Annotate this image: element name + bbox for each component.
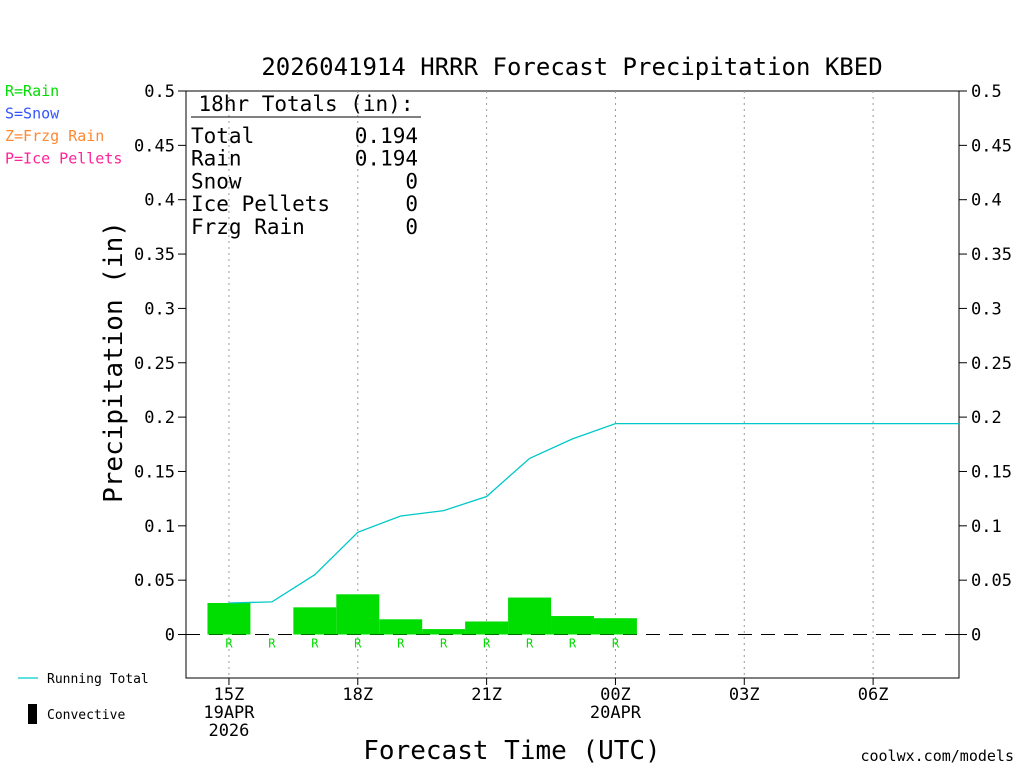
y-tick-label: 0.5 [144,82,175,102]
y-tick-label: 0 [165,626,175,646]
bottom-legend-label: Convective [47,708,125,723]
y-axis-right: 0 0.05 0.1 0.15 0.2 0.25 0.3 0.35 0.4 0.45 0.5 [959,82,1012,646]
precip-type-marker: R [225,637,233,651]
y-tick-label: 0.25 [134,354,175,374]
bottom-legend: Running Total Convective [18,672,149,724]
y-axis-label: Precipitation (in) [99,221,129,503]
totals-row-value: 0 [405,215,418,239]
totals-row-label: Ice Pellets [191,192,330,216]
type-legend-entry: Z=Frzg Rain [5,127,104,145]
y-axis-left: 0 0.05 0.1 0.15 0.2 0.25 0.3 0.35 0.4 0.45 0.5 [134,82,186,646]
precip-bar [293,607,337,635]
totals-row-label: Rain [191,147,242,171]
precip-type-marker: R [397,637,405,651]
y-tick-label-right: 0 [971,626,981,646]
y-tick-label-right: 0.15 [971,462,1012,482]
totals-box: 18hr Totals (in): Total 0.194 Rain 0.194 Sno… [191,92,421,239]
y-tick-label: 0.15 [134,462,175,482]
totals-row-value: 0 [405,192,418,216]
plot-frame [185,90,960,679]
y-tick-label-right: 0.25 [971,354,1012,374]
type-legend-entry: R=Rain [5,82,59,100]
x-tick-label: 2026 [208,721,249,741]
x-tick-label: 18Z [342,685,373,705]
precip-type-marker: R [268,637,276,651]
x-tick-label: 21Z [471,685,502,705]
precip-bar [508,597,552,635]
vertical-gridlines [228,91,874,678]
precip-bar [465,621,509,635]
totals-row-value: 0.194 [355,147,418,171]
y-tick-label-right: 0.4 [971,191,1002,211]
y-tick-label: 0.05 [134,571,175,591]
precip-type-marker: R [483,637,491,651]
totals-rows: Total 0.194 Rain 0.194 Snow 0 Ice Pellets 0 Frzg… [191,124,418,239]
totals-row-label: Total [191,124,254,148]
running-total-line [228,422,959,604]
type-legend-entry: S=Snow [5,105,60,123]
totals-row-value: 0 [405,169,418,193]
precip-bar [207,602,251,635]
y-tick-label: 0.2 [144,408,175,428]
y-tick-label-right: 0.05 [971,571,1012,591]
chart-title: 2026041914 HRRR Forecast Precipitation K… [261,53,882,81]
x-tick-label: 03Z [729,685,760,705]
y-tick-label: 0.3 [144,299,175,319]
credit-text: coolwx.com/models [860,747,1014,765]
type-legend-entry: P=Ice Pellets [5,150,122,168]
y-tick-label: 0.45 [134,136,175,156]
totals-row-value: 0.194 [355,124,418,148]
precip-type-marker: R [569,637,577,651]
precip-type-marker: R [526,637,534,651]
x-tick-label: 20APR [590,703,642,723]
precip-type-marker: R [612,637,620,651]
y-tick-label: 0.35 [134,245,175,265]
y-tick-label: 0.1 [144,517,175,537]
precip-bar [336,594,380,635]
precip-bar [551,616,594,635]
y-tick-label-right: 0.3 [971,299,1002,319]
y-tick-label: 0.4 [144,191,175,211]
precip-type-marker: R [354,637,362,651]
hourly-precip-bars [207,594,637,635]
precip-bar [422,629,466,635]
x-tick-label: 15Z [214,685,245,705]
precip-type-marker: R [440,637,448,651]
precip-type-legend: R=Rain S=Snow Z=Frzg Rain P=Ice Pellets [5,82,122,168]
y-tick-label-right: 0.1 [971,517,1002,537]
x-tick-label: 06Z [858,685,889,705]
y-tick-label-right: 0.35 [971,245,1012,265]
y-tick-label-right: 0.5 [971,82,1002,102]
x-axis-label: Forecast Time (UTC) [363,736,660,766]
totals-heading: 18hr Totals (in): [199,92,414,116]
precip-bar [379,619,423,635]
y-tick-label-right: 0.2 [971,408,1002,428]
y-tick-label-right: 0.45 [971,136,1012,156]
bottom-legend-label: Running Total [47,672,149,687]
x-tick-label: 00Z [600,685,631,705]
totals-row-label: Snow [191,169,242,193]
convective-legend-swatch [28,704,37,724]
precip-bar [593,618,637,635]
precip-type-marker: R [311,637,319,651]
x-tick-label: 19APR [203,703,255,723]
totals-row-label: Frzg Rain [191,215,305,239]
